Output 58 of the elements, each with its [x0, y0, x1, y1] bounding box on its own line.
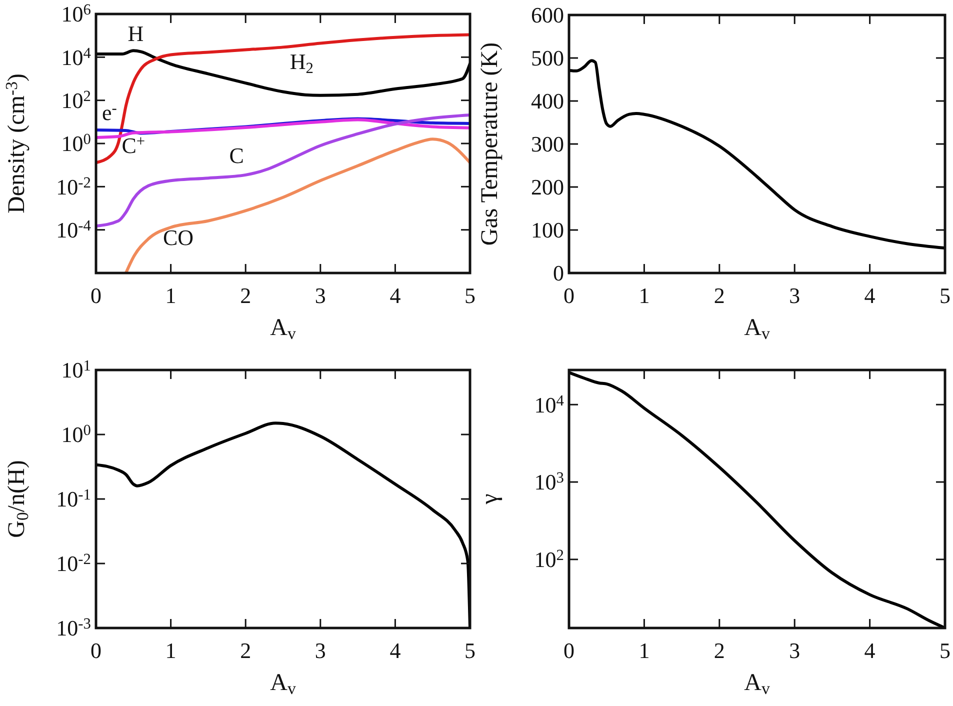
x-tick-label: 3 — [789, 638, 800, 663]
x-axis-title: A$_{v}$ — [744, 315, 770, 344]
x-tick-label: 3 — [314, 283, 326, 308]
x-tick-label: 3 — [314, 638, 326, 663]
y-tick-label: 200 — [531, 174, 564, 200]
y-tick-label: 400 — [531, 88, 564, 114]
line-series — [569, 370, 945, 628]
series-label: H — [128, 20, 144, 46]
x-axis-title: A$_{v}$ — [270, 670, 296, 698]
x-tick-label: 1 — [165, 638, 176, 663]
y-axis-title: γ — [477, 493, 503, 506]
y-tick-label: 0 — [553, 260, 564, 286]
y-tick-label: 10$^{2}$ — [61, 88, 91, 114]
y-tick-label: 500 — [531, 46, 564, 71]
x-tick-label: 2 — [240, 283, 252, 308]
x-tick-label: 2 — [714, 283, 725, 308]
y-tick-label: 10$^{-1}$ — [56, 486, 91, 512]
x-tick-label: 5 — [940, 283, 950, 308]
x-tick-label: 1 — [165, 283, 176, 308]
y-tick-label: 10$^{-2}$ — [56, 174, 91, 200]
line-series — [569, 59, 945, 250]
y-axis-title: Gas Temperature (K) — [477, 42, 503, 246]
y-tick-label: 10$^{6}$ — [61, 2, 92, 27]
x-tick-label: 2 — [240, 638, 252, 663]
y-tick-label: 300 — [531, 132, 564, 157]
y-tick-label: 10$^{4}$ — [61, 44, 92, 70]
x-tick-label: 4 — [864, 283, 876, 308]
line-series — [96, 49, 470, 97]
x-tick-label: 5 — [464, 283, 476, 308]
x-tick-label: 5 — [940, 638, 950, 663]
y-tick-label: 10$^{4}$ — [534, 392, 564, 418]
y-tick-label: 10$^{-4}$ — [56, 218, 92, 243]
y-tick-label: 10$^{3}$ — [534, 470, 564, 495]
series-label: e$^{-}$ — [102, 100, 117, 125]
x-axis-title: A$_{v}$ — [270, 315, 296, 344]
y-tick-label: 10$^{0}$ — [61, 422, 92, 448]
y-tick-label: 600 — [531, 2, 564, 28]
x-tick-label: 3 — [789, 283, 800, 308]
y-tick-label: 10$^{2}$ — [534, 547, 564, 572]
line-series — [96, 422, 470, 628]
y-tick-label: 10$^{0}$ — [61, 131, 92, 156]
y-tick-label: 10$^{-3}$ — [56, 616, 92, 641]
x-tick-label: 4 — [864, 638, 876, 663]
x-tick-label: 5 — [464, 638, 476, 663]
x-axis-title: A$_{v}$ — [744, 670, 770, 698]
series-label: H$_{2}$ — [290, 49, 314, 78]
x-tick-label: 4 — [390, 283, 401, 308]
y-tick-label: 100 — [531, 218, 564, 243]
x-tick-label: 4 — [390, 638, 401, 663]
x-tick-label: 1 — [638, 283, 650, 308]
y-tick-label: 10$^{1}$ — [61, 358, 91, 383]
y-tick-label: 10$^{-2}$ — [56, 551, 91, 576]
line-series — [124, 138, 470, 273]
series-label: C$^{+}$ — [122, 133, 146, 158]
x-tick-label: 1 — [638, 638, 650, 663]
x-tick-label: 2 — [714, 638, 725, 663]
series-label: C — [229, 142, 244, 168]
series-label: CO — [163, 224, 194, 250]
